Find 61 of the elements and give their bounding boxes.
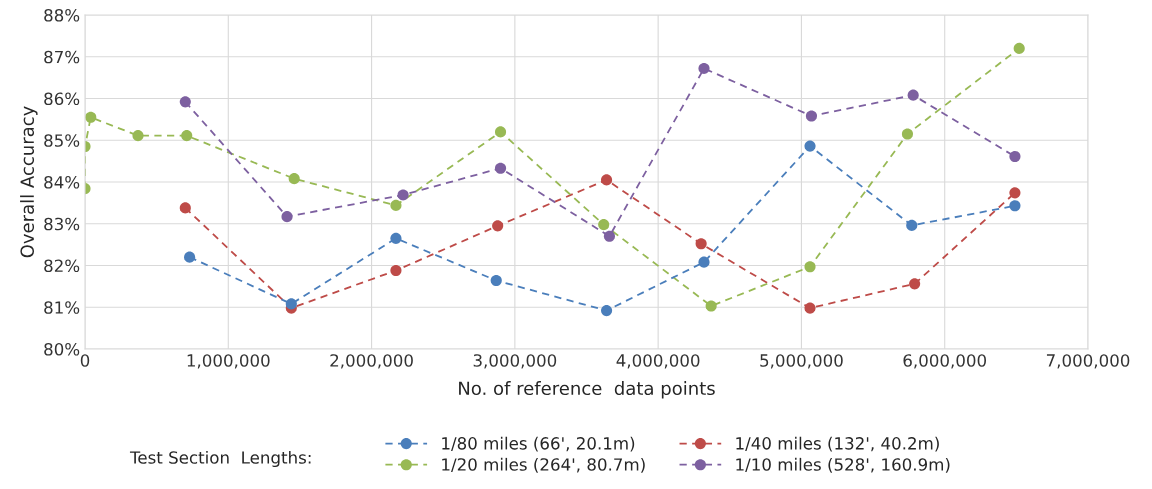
point: [601, 305, 613, 317]
point: [698, 62, 710, 74]
point: [490, 274, 502, 287]
point: [285, 298, 297, 310]
point: [397, 189, 409, 201]
y-tick-label: 85%: [44, 134, 80, 147]
point: [390, 232, 402, 244]
y-tick-label: 83%: [44, 217, 80, 231]
legend-label: 1/20 miles (264', 80.7m): [442, 457, 645, 473]
y-tick-label: 80%: [44, 342, 80, 356]
x-tick-label: 1,000,000: [187, 354, 270, 369]
point: [804, 302, 816, 314]
x-axis-title: No. of reference data points: [459, 381, 715, 399]
legend-label: 1/80 miles (66', 20.1m): [442, 436, 635, 452]
y-tick-label: 87%: [44, 50, 80, 64]
x-tick-label: 7,000,000: [1046, 354, 1130, 369]
point: [85, 111, 97, 123]
point: [901, 128, 914, 140]
y-tick-label: 81%: [44, 301, 80, 314]
point: [705, 300, 717, 312]
point: [184, 251, 196, 263]
point: [907, 89, 919, 101]
point: [909, 278, 921, 290]
x-tick-label: 4,000,000: [616, 354, 700, 369]
x-tick-label: 5,000,000: [760, 354, 843, 369]
x-tick-label: 6,000,000: [903, 354, 987, 369]
point: [603, 230, 615, 242]
point: [492, 220, 504, 232]
point: [906, 219, 918, 231]
point: [494, 162, 507, 174]
point: [132, 130, 144, 142]
point: [1009, 150, 1021, 163]
y-tick-label: 86%: [44, 92, 80, 106]
point: [181, 130, 193, 142]
legend-title: Test Section Lengths:: [129, 450, 311, 468]
y-tick-label: 82%: [44, 259, 80, 273]
legend-label: 1/10 miles (528', 160.9m): [736, 457, 950, 473]
point: [281, 211, 293, 223]
x-tick-label: 0: [80, 354, 90, 367]
point: [804, 140, 816, 152]
point: [598, 219, 610, 231]
point: [805, 110, 818, 122]
point: [1009, 187, 1021, 199]
point: [698, 256, 710, 268]
point: [179, 202, 191, 214]
y-axis-title: Overall Accuracy: [20, 106, 38, 258]
point: [695, 238, 707, 250]
point: [1009, 200, 1021, 212]
point: [601, 174, 613, 186]
point: [804, 261, 816, 273]
x-tick-label: 3,000,000: [473, 354, 557, 369]
point: [288, 173, 300, 185]
y-tick-label: 84%: [44, 175, 80, 189]
point: [390, 199, 402, 211]
y-tick-label: 88%: [44, 8, 80, 22]
point: [390, 264, 402, 277]
point: [1013, 42, 1025, 54]
point: [179, 96, 191, 108]
x-tick-label: 2,000,000: [330, 354, 413, 369]
legend-label: 1/40 miles (132', 40.2m): [736, 436, 939, 452]
point: [494, 126, 507, 138]
